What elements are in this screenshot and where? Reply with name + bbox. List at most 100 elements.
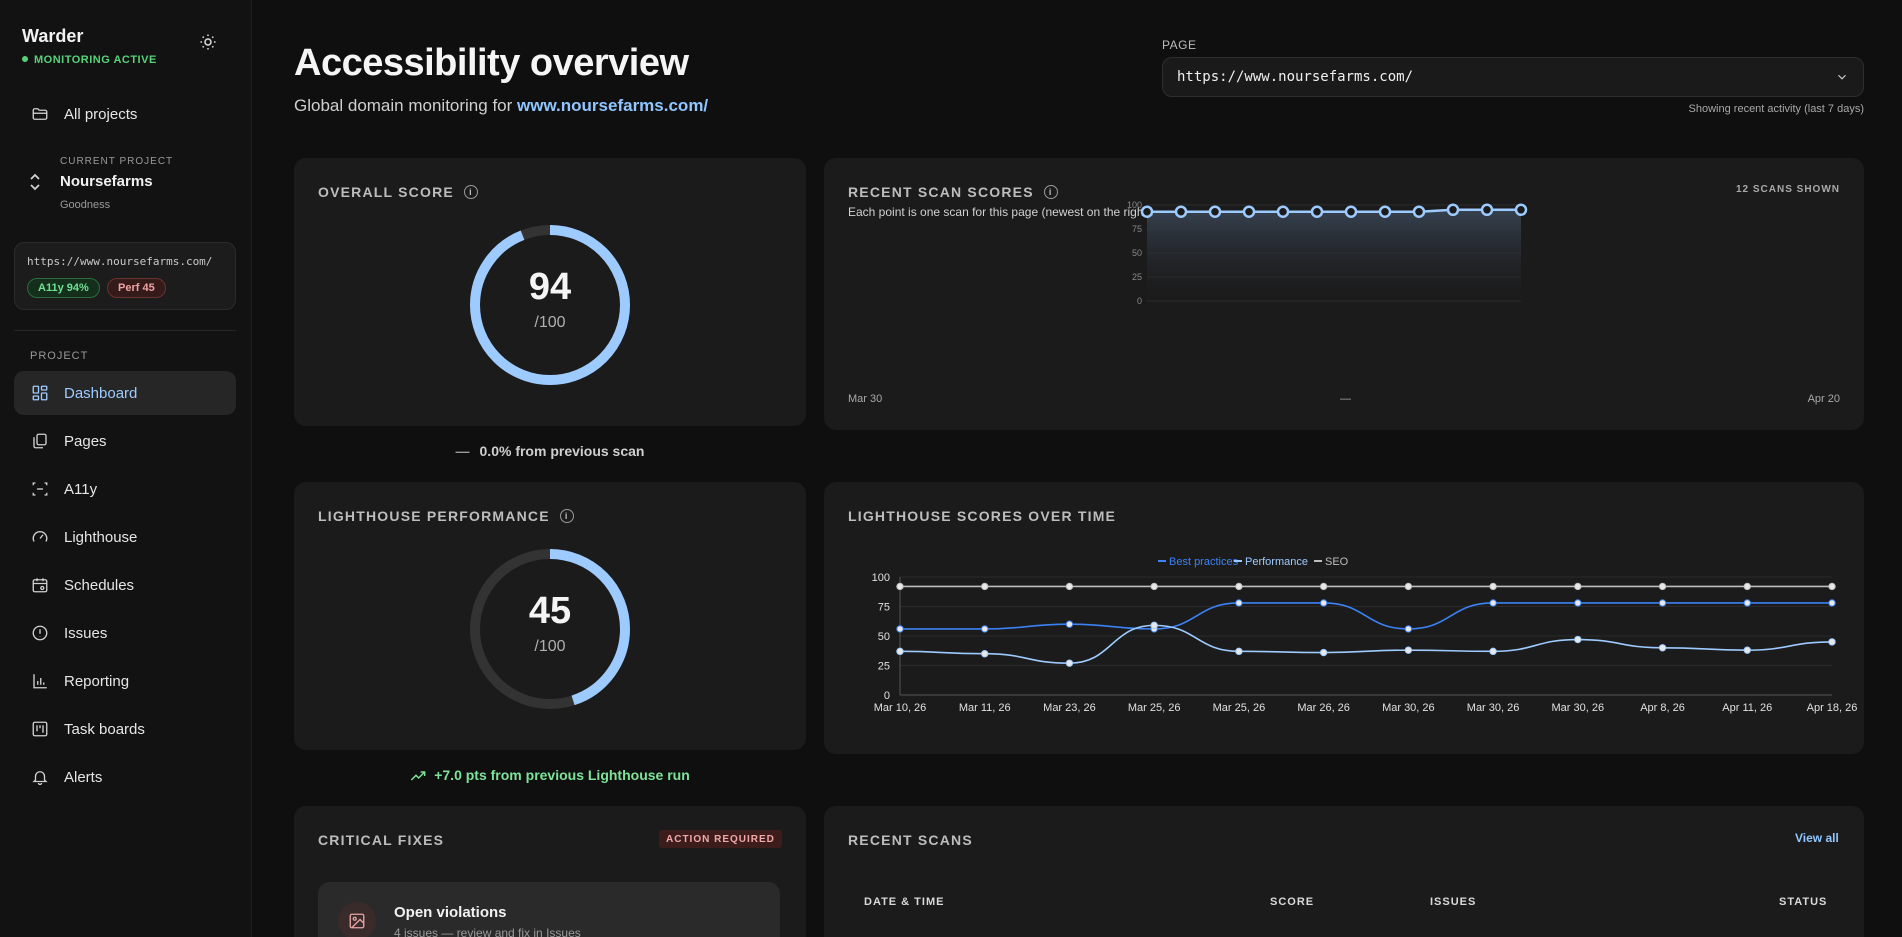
- series-point: [896, 625, 904, 633]
- current-project-label: CURRENT PROJECT: [60, 156, 174, 167]
- lighthouse-performance-title-text: LIGHTHOUSE PERFORMANCE: [318, 508, 550, 524]
- series-line: [899, 624, 1833, 664]
- project-switcher-button[interactable]: [28, 172, 46, 194]
- theme-toggle-button[interactable]: [196, 30, 220, 54]
- series-point: [1404, 625, 1413, 633]
- info-icon[interactable]: i: [559, 509, 574, 523]
- sidebar-item-pages[interactable]: Pages: [14, 419, 236, 463]
- recent-scans-title: RECENT SCANS: [848, 832, 973, 848]
- recent-activity-note: Showing recent activity (last 7 days): [1688, 103, 1864, 115]
- monitoring-status-label: MONITORING ACTIVE: [34, 54, 157, 66]
- info-icon[interactable]: i: [1043, 185, 1058, 199]
- current-project-name[interactable]: Noursefarms: [60, 173, 153, 190]
- page-subtitle-text: Global domain monitoring for: [294, 96, 518, 115]
- chevron-up-down-icon: [30, 173, 40, 191]
- scan-point: [1310, 205, 1324, 218]
- sidebar-item-schedules[interactable]: Schedules: [14, 563, 236, 607]
- x-tick-label: Apr 18, 26: [1807, 702, 1858, 714]
- x-tick-label: Mar 30, 26: [1552, 702, 1605, 714]
- series-point: [981, 582, 989, 591]
- gauge-fill: [470, 549, 630, 709]
- recent-scan-scores-title: RECENT SCAN SCORES i: [848, 184, 1058, 200]
- series-point: [1150, 582, 1158, 591]
- series-point: [1235, 599, 1243, 607]
- chevron-down-icon: [1838, 74, 1846, 80]
- calendar-icon: [30, 575, 50, 595]
- series-point: [981, 650, 989, 658]
- y-tick-label: 50: [878, 631, 890, 643]
- gauge-icon: [30, 527, 50, 547]
- series-point: [1404, 646, 1413, 654]
- series-point: [1065, 620, 1074, 628]
- current-project-subtitle: Goodness: [60, 199, 111, 211]
- open-violations-title: Open violations: [394, 904, 507, 921]
- column-header-status[interactable]: STATUS: [1779, 896, 1828, 908]
- column-header-score[interactable]: SCORE: [1270, 896, 1315, 908]
- overall-score-gauge: [470, 225, 630, 385]
- recent-scan-scores-description: Each point is one scan for this page (ne…: [848, 205, 1155, 219]
- info-icon[interactable]: i: [463, 185, 478, 199]
- sidebar-item-lighthouse[interactable]: Lighthouse: [14, 515, 236, 559]
- project-summary-card[interactable]: https://www.noursefarms.com/ A11y 94% Pe…: [14, 242, 236, 310]
- pages-icon: [30, 431, 50, 451]
- series-point: [1319, 648, 1328, 657]
- series-point: [1489, 582, 1497, 591]
- page-title: Accessibility overview: [294, 42, 689, 84]
- overall-delta-text: 0.0% from previous scan: [479, 443, 645, 459]
- x-tick-label: Mar 30, 26: [1467, 702, 1520, 714]
- column-header-issues[interactable]: ISSUES: [1430, 896, 1477, 908]
- sidebar-item-issues[interactable]: Issues: [14, 611, 236, 655]
- scan-point: [1480, 203, 1494, 217]
- x-tick-label: Mar 11, 26: [959, 702, 1011, 714]
- overall-score-value: 94: [528, 266, 572, 308]
- all-projects-link[interactable]: All projects: [14, 92, 236, 136]
- sidebar-item-reporting[interactable]: Reporting: [14, 659, 236, 703]
- page-select[interactable]: https://www.noursefarms.com/: [1162, 57, 1864, 97]
- y-tick-label: 100: [1127, 200, 1142, 210]
- series-point: [1319, 599, 1328, 607]
- scan-point: [1514, 203, 1528, 217]
- column-header-date[interactable]: DATE & TIME: [864, 896, 945, 908]
- lighthouse-over-time-title: LIGHTHOUSE SCORES OVER TIME: [848, 508, 1117, 524]
- sidebar-item-a11y[interactable]: A11y: [14, 467, 236, 511]
- y-tick-label: 25: [878, 661, 890, 673]
- bell-icon: [30, 767, 50, 787]
- scans-shown-count: 12 SCANS SHOWN: [1735, 184, 1840, 195]
- series-point: [1743, 582, 1751, 591]
- scan-point: [1276, 205, 1290, 218]
- scan-point: [1242, 205, 1256, 218]
- x-tick-label: Apr 8, 26: [1640, 702, 1685, 714]
- lighthouse-performance-denominator: /100: [534, 638, 566, 655]
- sun-icon: [200, 34, 216, 50]
- lighthouse-delta-text: +7.0 pts from previous Lighthouse run: [434, 767, 690, 783]
- series-point: [1574, 582, 1582, 591]
- open-violations-item[interactable]: Open violations 4 issues — review and fi…: [318, 882, 780, 937]
- sidebar-item-dashboard[interactable]: Dashboard: [14, 371, 236, 415]
- series-point: [981, 625, 989, 633]
- series-point: [1658, 599, 1667, 607]
- domain-link[interactable]: www.noursefarms.com/: [517, 96, 709, 115]
- series-point: [1489, 599, 1497, 607]
- sidebar-item-label: Lighthouse: [64, 528, 138, 546]
- view-all-link[interactable]: View all: [1795, 831, 1839, 845]
- dash-icon: —: [455, 443, 470, 459]
- lighthouse-performance-card: LIGHTHOUSE PERFORMANCE i 45 /100: [294, 482, 806, 750]
- y-tick-label: 0: [884, 690, 890, 702]
- all-projects-label: All projects: [64, 105, 138, 123]
- scan-point: [1174, 205, 1188, 218]
- scan-point: [1140, 205, 1154, 218]
- project-url: https://www.noursefarms.com/: [27, 255, 213, 268]
- sidebar-item-alerts[interactable]: Alerts: [14, 755, 236, 799]
- series-point: [1489, 647, 1497, 656]
- series-point: [1658, 582, 1667, 591]
- y-tick-label: 50: [1132, 248, 1142, 258]
- recent-scans-card: RECENT SCANS: [824, 806, 1864, 937]
- overall-score-card: OVERALL SCORE i 94 /100: [294, 158, 806, 426]
- x-axis-mid-label: —: [1340, 393, 1351, 405]
- sidebar-divider: [14, 330, 236, 331]
- series-point: [1828, 582, 1836, 591]
- y-tick-label: 75: [1132, 224, 1142, 234]
- sidebar-item-task-boards[interactable]: Task boards: [14, 707, 236, 751]
- score-area: [1147, 209, 1521, 301]
- sidebar-item-label: Schedules: [64, 576, 135, 594]
